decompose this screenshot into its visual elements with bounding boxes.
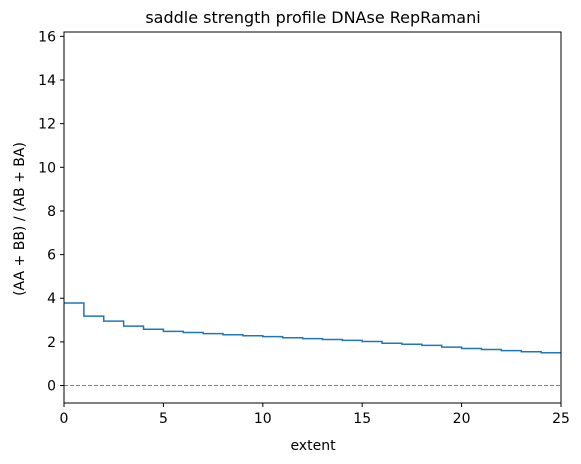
y-tick-label: 10 (38, 160, 56, 176)
x-axis-label: extent (290, 438, 336, 454)
x-tick-label: 5 (159, 411, 168, 427)
y-tick-label: 8 (47, 204, 56, 220)
y-tick-label: 16 (38, 29, 56, 45)
plot-frame (63, 31, 562, 404)
y-axis: 0 2 4 6 8 10 12 14 16 (38, 29, 64, 395)
y-axis-label: (AA + BB) / (AB + BA) (12, 142, 28, 296)
y-tick-label: 14 (38, 73, 56, 89)
y-tick-label: 12 (38, 117, 56, 133)
y-tick-label: 0 (47, 379, 56, 395)
x-tick-label: 20 (453, 411, 471, 427)
x-tick-label: 10 (254, 411, 272, 427)
y-tick-label: 4 (47, 291, 56, 307)
x-tick-label: 0 (60, 411, 69, 427)
series-line-0 (64, 302, 561, 354)
chart-title: saddle strength profile DNAse RepRamani (145, 8, 480, 27)
plot-area (64, 302, 561, 387)
x-tick-label: 15 (353, 411, 371, 427)
y-tick-label: 2 (47, 335, 56, 351)
y-tick-label: 6 (47, 248, 56, 264)
x-axis: 0 5 10 15 20 25 (60, 403, 570, 427)
x-tick-label: 25 (552, 411, 570, 427)
